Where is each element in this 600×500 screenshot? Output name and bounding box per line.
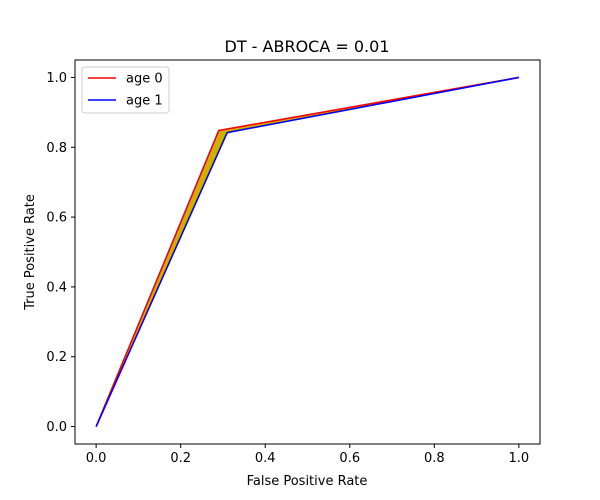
- plot-frame: [74, 59, 541, 445]
- x-tick-label: 0.6: [339, 451, 360, 466]
- series-line-age-1: [95, 76, 520, 427]
- x-axis-label: False Positive Rate: [247, 474, 368, 489]
- legend: age 0 age 1: [81, 66, 170, 114]
- chart-title: DT - ABROCA = 0.01: [225, 37, 390, 56]
- x-tick-label: 0.4: [255, 451, 276, 466]
- legend-label: age 1: [126, 94, 163, 109]
- x-tick-label: 1.0: [509, 451, 530, 466]
- y-tick-label: 0.2: [46, 350, 67, 365]
- series-layer: [95, 76, 520, 427]
- y-axis-label: True Positive Rate: [23, 194, 38, 311]
- x-tick-label: 0.0: [86, 451, 107, 466]
- y-tick-label: 0.6: [46, 211, 67, 226]
- y-tick-label: 1.0: [46, 71, 67, 86]
- y-tick-label: 0.4: [46, 280, 67, 295]
- legend-label: age 0: [126, 72, 163, 87]
- legend-items: age 0 age 1: [88, 72, 163, 109]
- x-tick-label: 0.2: [170, 451, 191, 466]
- fill-between-area: [96, 77, 519, 427]
- plot-area: [74, 59, 541, 445]
- x-axis-ticks: 0.0 0.2 0.4 0.6 0.8 1.0: [86, 444, 529, 466]
- series-line-age-0: [95, 76, 519, 427]
- y-tick-label: 0.0: [46, 420, 67, 435]
- y-tick-label: 0.8: [46, 141, 67, 156]
- x-tick-label: 0.8: [424, 451, 445, 466]
- y-axis-ticks: 0.0 0.2 0.4 0.6 0.8 1.0: [46, 71, 75, 435]
